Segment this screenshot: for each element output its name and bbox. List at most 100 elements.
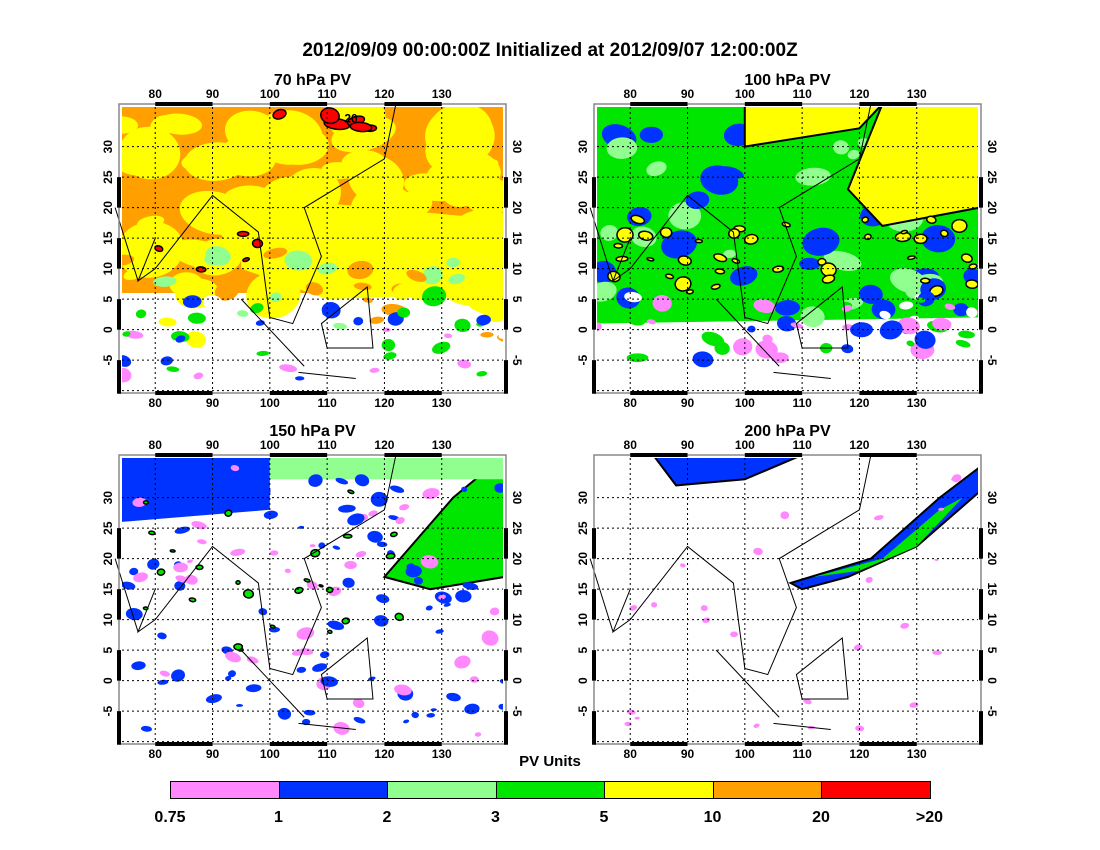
lat-tick-label: 15 — [101, 582, 115, 596]
pv-contour-blob — [850, 322, 873, 338]
pv-contour-blob — [821, 274, 836, 284]
pv-contour-blob — [353, 716, 366, 724]
pv-contour-blob — [597, 281, 617, 302]
lat-tick-label: 20 — [510, 201, 524, 215]
pv-contour-blob — [906, 255, 916, 261]
pv-contour-blob — [320, 107, 340, 125]
lat-axis-bar — [592, 711, 596, 745]
pv-contour-blob — [621, 338, 640, 352]
pv-contour-blob — [314, 324, 324, 333]
pv-contour-blob — [306, 580, 318, 590]
lat-tick-label: 25 — [510, 170, 524, 184]
lat-axis-bar — [592, 177, 596, 208]
pv-contour-blob — [700, 165, 739, 195]
pv-contour-blob — [422, 266, 443, 285]
pv-contour-blob — [174, 580, 186, 591]
pv-contour-blob — [646, 256, 655, 262]
lat-axis-bar — [117, 650, 121, 681]
lat-axis-bar — [504, 711, 508, 745]
pv-contour-blob — [235, 579, 241, 586]
lat-tick-label: 30 — [101, 491, 115, 505]
pv-contour-blob — [233, 643, 244, 651]
pv-contour-blob — [309, 544, 316, 548]
lat-tick-label: -5 — [576, 354, 590, 365]
lon-tick-label: 80 — [624, 438, 638, 452]
lat-axis-bar — [979, 589, 983, 620]
lat-tick-label: 25 — [510, 521, 524, 535]
lon-tick-label: 100 — [260, 396, 280, 410]
lat-axis-bar — [979, 650, 983, 681]
lon-axis-bar — [155, 391, 213, 395]
lat-axis-bar — [117, 299, 121, 330]
lat-axis-bar — [592, 360, 596, 394]
pv-contour-blob — [444, 333, 453, 339]
lat-tick-label: 0 — [985, 326, 999, 333]
pv-contour-blob — [122, 581, 136, 590]
pv-contour-blob — [919, 277, 931, 284]
lon-axis-bar — [630, 102, 688, 106]
lat-tick-label: 15 — [576, 231, 590, 245]
lon-tick-label: 130 — [907, 396, 927, 410]
lat-axis-bar — [117, 589, 121, 620]
pv-contour-blob — [197, 539, 207, 545]
lon-tick-label: 120 — [374, 396, 394, 410]
pv-contour-blob — [700, 605, 708, 612]
pv-contour-blob — [498, 332, 503, 339]
pv-contour-blob — [723, 249, 737, 259]
lon-tick-label: 100 — [260, 87, 280, 101]
lon-tick-label: 120 — [374, 747, 394, 761]
pv-contour-blob — [376, 541, 388, 548]
pv-contour-blob — [261, 487, 271, 495]
pv-contour-blob — [179, 190, 249, 235]
lat-tick-label: 5 — [985, 296, 999, 303]
pv-contour-blob — [225, 675, 232, 681]
lon-axis-bar — [269, 742, 328, 746]
pv-contour-blob — [443, 603, 451, 607]
pv-contour-blob — [455, 590, 472, 603]
pv-contour-blob — [224, 509, 233, 517]
pv-contour-blob — [800, 306, 825, 328]
colorbar-tick-label: 1 — [274, 809, 283, 826]
lon-tick-label: 120 — [374, 438, 394, 452]
pv-contour-blob — [679, 563, 686, 568]
lat-tick-label: 5 — [985, 647, 999, 654]
lon-tick-label: 120 — [849, 438, 869, 452]
pv-contour-blob — [354, 474, 370, 487]
pv-contour-blob — [353, 317, 364, 326]
pv-contour-blob — [182, 295, 202, 308]
pv-contour-blob — [932, 317, 952, 331]
pv-contour-blob — [157, 632, 167, 640]
lon-axis-bar — [384, 453, 442, 457]
pv-contour-blob — [913, 233, 928, 245]
lat-tick-label: 5 — [510, 296, 524, 303]
pv-contour-blob — [389, 485, 405, 493]
lon-tick-label: 120 — [374, 87, 394, 101]
pv-contour-blob — [131, 661, 146, 671]
lon-axis-bar — [384, 102, 442, 106]
lat-tick-label: 20 — [510, 552, 524, 566]
pv-contour-blob — [966, 298, 977, 309]
lat-tick-label: 25 — [101, 521, 115, 535]
lon-tick-label: 120 — [849, 396, 869, 410]
pv-contour-blob — [157, 679, 169, 685]
pv-contour-blob — [414, 256, 427, 264]
pv-contour-blob — [185, 331, 207, 348]
pv-contour-blob — [938, 507, 945, 511]
lon-axis-bar — [630, 453, 688, 457]
pv-contour-blob — [156, 568, 166, 576]
lat-tick-label: 25 — [576, 170, 590, 184]
pv-contour-blob — [122, 331, 131, 337]
lat-tick-label: 25 — [985, 170, 999, 184]
pv-contour-blob — [169, 339, 187, 353]
pv-contour-blob — [628, 317, 646, 326]
pv-contour-blob — [753, 299, 776, 314]
lat-tick-label: 20 — [985, 552, 999, 566]
pv-contour-blob — [344, 560, 357, 570]
pv-contour-blob — [473, 280, 489, 292]
pv-region-1-2 — [122, 458, 270, 522]
lat-tick-label: 20 — [985, 201, 999, 215]
pv-contour-blob — [932, 650, 943, 655]
pv-contour-blob — [296, 666, 307, 673]
lon-tick-label: 100 — [735, 396, 755, 410]
